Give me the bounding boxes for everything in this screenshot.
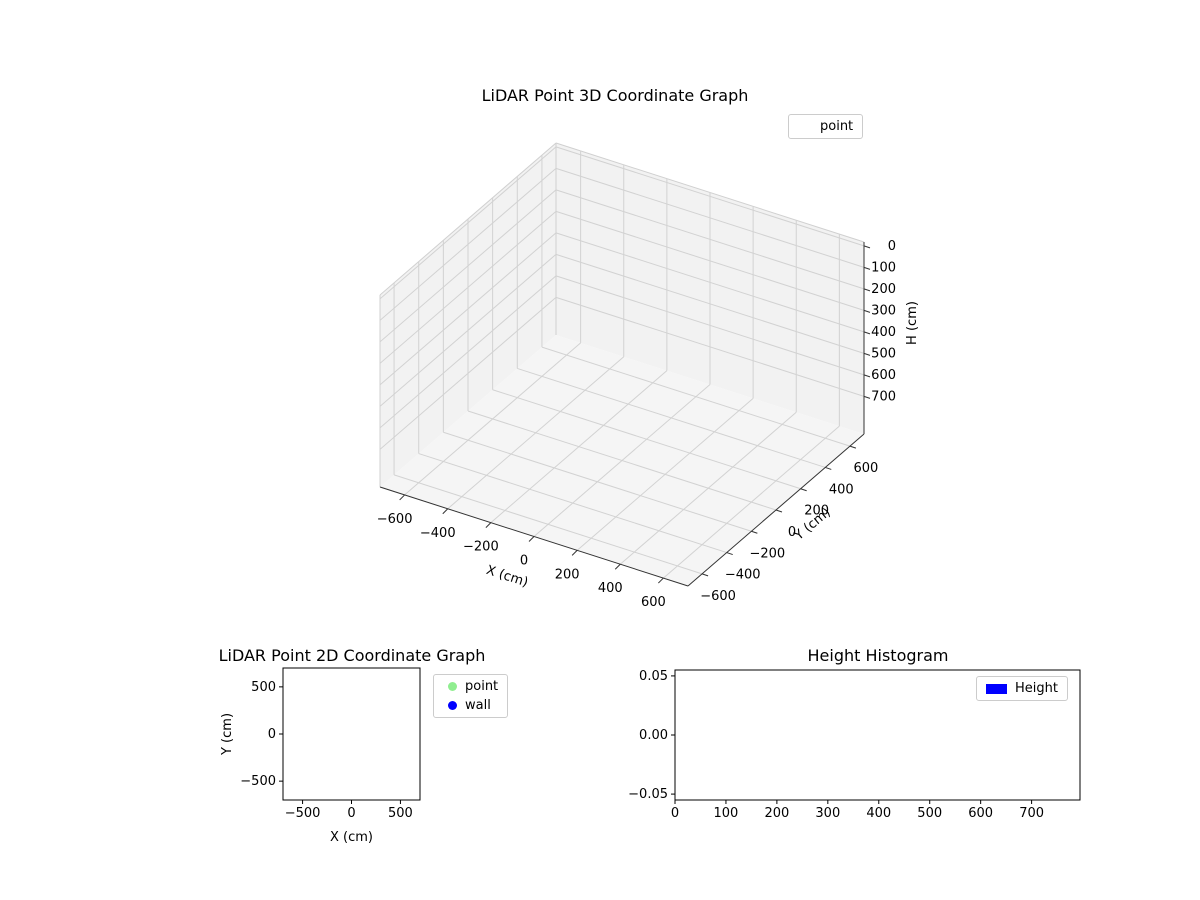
svg-text:400: 400 bbox=[871, 325, 896, 340]
height-bar-marker-icon bbox=[986, 683, 1007, 694]
svg-text:0: 0 bbox=[671, 806, 679, 821]
legend-item-point-2d: point bbox=[443, 679, 498, 694]
chart-2d-plot-area: −500 0 500 500 0 −500 X (cm) Y (cm) bbox=[220, 667, 421, 845]
histogram-title: Height Histogram bbox=[807, 646, 949, 665]
legend-label-height: Height bbox=[1015, 681, 1058, 696]
svg-text:500: 500 bbox=[917, 806, 942, 821]
svg-text:0: 0 bbox=[268, 727, 276, 742]
svg-text:−600: −600 bbox=[700, 589, 736, 604]
svg-text:0: 0 bbox=[520, 554, 528, 569]
svg-text:0: 0 bbox=[788, 525, 796, 540]
svg-text:300: 300 bbox=[815, 806, 840, 821]
legend-item-wall-2d: wall bbox=[443, 698, 498, 713]
chart-2d-legend: point wall bbox=[433, 674, 509, 718]
svg-text:200: 200 bbox=[555, 567, 580, 582]
svg-text:0: 0 bbox=[347, 806, 355, 821]
svg-text:H (cm): H (cm) bbox=[905, 301, 920, 345]
chart-3d-legend: point bbox=[788, 114, 864, 139]
legend-label-wall-2d: wall bbox=[465, 698, 491, 713]
svg-text:200: 200 bbox=[804, 504, 829, 519]
svg-text:0.00: 0.00 bbox=[639, 728, 668, 743]
svg-text:400: 400 bbox=[866, 806, 891, 821]
svg-text:600: 600 bbox=[968, 806, 993, 821]
legend-label-point-3d: point bbox=[820, 119, 854, 134]
svg-text:600: 600 bbox=[871, 368, 896, 383]
svg-text:600: 600 bbox=[641, 595, 666, 610]
svg-text:−200: −200 bbox=[750, 546, 786, 561]
svg-text:−500: −500 bbox=[240, 774, 276, 789]
wall-marker-icon bbox=[448, 701, 457, 710]
svg-text:−400: −400 bbox=[420, 526, 456, 541]
svg-text:Y (cm): Y (cm) bbox=[220, 713, 235, 756]
svg-text:100: 100 bbox=[871, 260, 896, 275]
svg-text:100: 100 bbox=[714, 806, 739, 821]
svg-text:−500: −500 bbox=[285, 806, 321, 821]
svg-text:−200: −200 bbox=[463, 540, 499, 555]
svg-text:400: 400 bbox=[829, 482, 854, 497]
point-marker-icon bbox=[448, 682, 457, 691]
svg-text:400: 400 bbox=[598, 581, 623, 596]
point-marker-icon bbox=[803, 122, 812, 131]
svg-text:700: 700 bbox=[871, 389, 896, 404]
svg-text:−0.05: −0.05 bbox=[628, 787, 668, 802]
svg-text:0.05: 0.05 bbox=[639, 669, 668, 684]
histogram-plot-area: 0 100 200 300 400 500 600 700 0.05 0.00 −0.05 bbox=[628, 669, 1081, 821]
svg-text:0: 0 bbox=[888, 239, 896, 254]
legend-item-point-3d: point bbox=[798, 119, 853, 134]
svg-text:300: 300 bbox=[871, 303, 896, 318]
svg-text:−600: −600 bbox=[377, 512, 413, 527]
legend-item-height: Height bbox=[986, 681, 1058, 696]
svg-text:600: 600 bbox=[854, 461, 879, 476]
svg-text:500: 500 bbox=[388, 806, 413, 821]
svg-text:200: 200 bbox=[871, 282, 896, 297]
chart-2d-title: LiDAR Point 2D Coordinate Graph bbox=[218, 646, 486, 665]
chart-3d-title: LiDAR Point 3D Coordinate Graph bbox=[481, 86, 749, 105]
svg-text:700: 700 bbox=[1019, 806, 1044, 821]
svg-text:500: 500 bbox=[871, 346, 896, 361]
svg-text:X (cm): X (cm) bbox=[330, 830, 373, 845]
histogram-legend: Height bbox=[976, 676, 1068, 701]
svg-text:500: 500 bbox=[251, 680, 276, 695]
legend-label-point-2d: point bbox=[465, 679, 499, 694]
svg-text:−400: −400 bbox=[725, 568, 761, 583]
svg-text:200: 200 bbox=[764, 806, 789, 821]
